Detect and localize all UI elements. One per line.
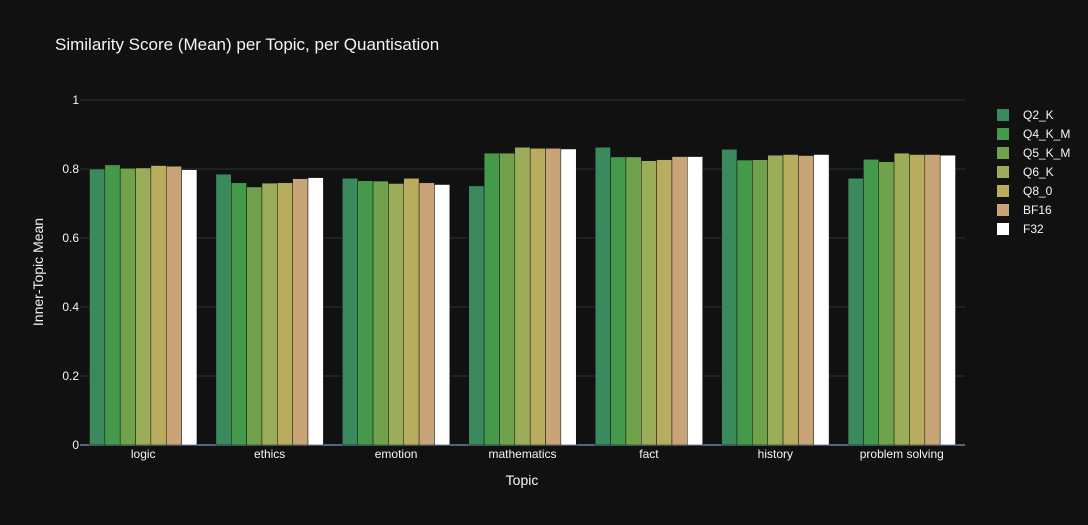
legend-swatch xyxy=(997,185,1009,197)
bar-q8-0-mathematics[interactable] xyxy=(529,148,546,446)
bar-q6-k-emotion[interactable] xyxy=(388,183,404,446)
legend-swatch xyxy=(997,166,1009,178)
x-tick-label: logic xyxy=(131,447,156,461)
legend-item-bf16[interactable]: BF16 xyxy=(997,203,1052,217)
bar-q5-k-m-problem-solving[interactable] xyxy=(878,161,895,446)
x-tick-label: fact xyxy=(639,447,659,461)
bar-q5-k-m-emotion[interactable] xyxy=(372,180,389,446)
y-tick-label: 0.2 xyxy=(62,369,79,383)
bar-q8-0-history[interactable] xyxy=(782,154,799,446)
bar-q2-k-problem-solving[interactable] xyxy=(847,178,864,446)
bar-f32-problem-solving[interactable] xyxy=(939,154,956,446)
bar-q6-k-problem-solving[interactable] xyxy=(893,152,910,446)
bar-q8-0-emotion[interactable] xyxy=(403,178,420,446)
bar-q4-k-m-emotion[interactable] xyxy=(357,180,374,446)
legend-label: Q8_0 xyxy=(1023,184,1053,198)
legend-label: F32 xyxy=(1023,222,1044,236)
bar-q6-k-mathematics[interactable] xyxy=(514,147,531,446)
bar-bf16-ethics[interactable] xyxy=(292,178,309,446)
x-tick-label: mathematics xyxy=(488,447,556,461)
legend-label: BF16 xyxy=(1023,203,1052,217)
bar-q6-k-fact[interactable] xyxy=(641,160,657,446)
legend[interactable]: Q2_K Q4_K_M Q5_K_M Q6_K Q8_0 BF16 F32 xyxy=(997,108,1070,236)
legend-item-q4-k-m[interactable]: Q4_K_M xyxy=(997,127,1070,141)
bar-q2-k-emotion[interactable] xyxy=(342,178,358,446)
x-tick-label: history xyxy=(758,447,793,461)
legend-swatch xyxy=(997,204,1009,216)
bar-f32-logic[interactable] xyxy=(181,169,198,446)
x-tick-label: problem solving xyxy=(860,447,944,461)
bar-q4-k-m-logic[interactable] xyxy=(104,164,121,446)
bar-bf16-fact[interactable] xyxy=(671,156,688,446)
legend-item-q2-k[interactable]: Q2_K xyxy=(997,108,1054,122)
bar-q4-k-m-history[interactable] xyxy=(736,159,753,446)
y-tick-label: 0.8 xyxy=(62,162,79,176)
bar-q4-k-m-fact[interactable] xyxy=(610,156,627,446)
bar-q2-k-ethics[interactable] xyxy=(215,173,232,446)
bar-f32-mathematics[interactable] xyxy=(560,148,577,446)
bar-q2-k-logic[interactable] xyxy=(89,168,106,446)
legend-label: Q2_K xyxy=(1023,108,1054,122)
bar-bf16-history[interactable] xyxy=(798,155,814,446)
bar-q5-k-m-logic[interactable] xyxy=(119,168,136,446)
bar-f32-emotion[interactable] xyxy=(434,184,451,446)
y-axis-ticks: 0 0.2 0.4 0.6 0.8 1 xyxy=(62,93,79,452)
y-tick-label: 0 xyxy=(72,438,79,452)
x-axis-title: Topic xyxy=(506,472,539,488)
legend-item-f32[interactable]: F32 xyxy=(997,222,1044,236)
legend-item-q5-k-m[interactable]: Q5_K_M xyxy=(997,146,1070,160)
legend-item-q6-k[interactable]: Q6_K xyxy=(997,165,1054,179)
bars xyxy=(89,147,956,446)
y-tick-label: 1 xyxy=(72,93,79,107)
bar-q8-0-ethics[interactable] xyxy=(277,182,293,446)
bar-bf16-emotion[interactable] xyxy=(418,182,435,446)
legend-label: Q4_K_M xyxy=(1023,127,1070,141)
bar-f32-ethics[interactable] xyxy=(307,177,324,446)
y-tick-label: 0.6 xyxy=(62,231,79,245)
y-tick-label: 0.4 xyxy=(62,300,79,314)
legend-swatch xyxy=(997,223,1009,235)
x-axis-ticks: logic ethics emotion mathematics fact history… xyxy=(131,447,944,461)
chart-title: Similarity Score (Mean) per Topic, per Q… xyxy=(55,35,439,54)
bar-q4-k-m-problem-solving[interactable] xyxy=(863,159,880,446)
bar-q4-k-m-mathematics[interactable] xyxy=(483,152,500,446)
y-axis-title: Inner-Topic Mean xyxy=(30,218,46,326)
legend-swatch xyxy=(997,109,1009,121)
bar-q4-k-m-ethics[interactable] xyxy=(231,182,247,446)
bar-q6-k-logic[interactable] xyxy=(135,167,152,446)
bar-q2-k-history[interactable] xyxy=(721,149,738,446)
bar-q2-k-mathematics[interactable] xyxy=(468,185,485,446)
bar-q8-0-problem-solving[interactable] xyxy=(909,154,926,446)
bar-q5-k-m-ethics[interactable] xyxy=(246,186,263,446)
bar-q5-k-m-mathematics[interactable] xyxy=(499,152,516,446)
bar-bf16-problem-solving[interactable] xyxy=(924,154,941,446)
bar-f32-fact[interactable] xyxy=(687,156,703,446)
bar-bf16-mathematics[interactable] xyxy=(545,148,562,446)
x-tick-label: emotion xyxy=(375,447,418,461)
bar-q2-k-fact[interactable] xyxy=(594,147,611,446)
legend-item-q8-0[interactable]: Q8_0 xyxy=(997,184,1053,198)
bar-f32-history[interactable] xyxy=(813,154,830,446)
x-tick-label: ethics xyxy=(254,447,285,461)
bar-q5-k-m-fact[interactable] xyxy=(625,156,642,446)
legend-label: Q5_K_M xyxy=(1023,146,1070,160)
bar-q6-k-history[interactable] xyxy=(767,154,784,446)
legend-swatch xyxy=(997,147,1009,159)
bar-q8-0-fact[interactable] xyxy=(656,159,673,446)
legend-swatch xyxy=(997,128,1009,140)
bar-bf16-logic[interactable] xyxy=(165,165,182,446)
legend-label: Q6_K xyxy=(1023,165,1054,179)
bar-q6-k-ethics[interactable] xyxy=(261,182,278,446)
bar-q5-k-m-history[interactable] xyxy=(752,159,768,446)
bar-q8-0-logic[interactable] xyxy=(150,165,167,446)
